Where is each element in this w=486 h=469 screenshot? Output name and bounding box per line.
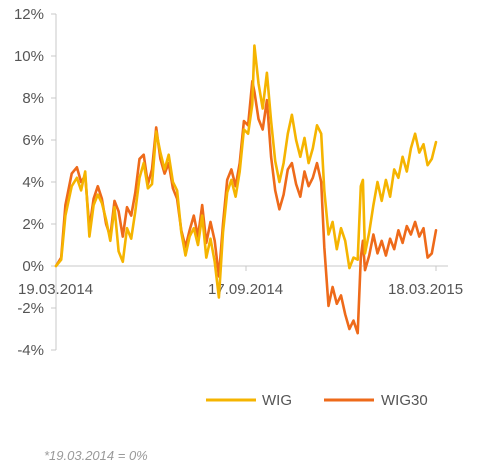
x-tick-label: 18.03.2015 xyxy=(388,281,463,298)
y-tick-label: 12% xyxy=(14,6,44,23)
legend-label-wig30: WIG30 xyxy=(381,392,428,409)
y-tick-label: -4% xyxy=(17,342,44,359)
x-tick-label: 17.09.2014 xyxy=(208,281,283,298)
y-tick-label: 4% xyxy=(22,174,44,191)
footnote: *19.03.2014 = 0% xyxy=(44,448,148,463)
y-tick-label: 2% xyxy=(22,216,44,233)
y-tick-label: 10% xyxy=(14,48,44,65)
series-line-wig xyxy=(54,44,438,299)
axes: 12% 10% 8% 6% 4% 2% 0% -2% -4% 19.03.2014 17.09.20… xyxy=(14,6,463,359)
y-tick-label: 0% xyxy=(22,258,44,275)
x-tick-label: 19.03.2014 xyxy=(18,281,93,298)
y-tick-label: 6% xyxy=(22,132,44,149)
y-tick-label: -2% xyxy=(17,300,44,317)
legend: WIG WIG30 xyxy=(206,392,428,409)
series-layer xyxy=(54,44,438,335)
y-tick-label: 8% xyxy=(22,90,44,107)
legend-label-wig: WIG xyxy=(262,392,292,409)
